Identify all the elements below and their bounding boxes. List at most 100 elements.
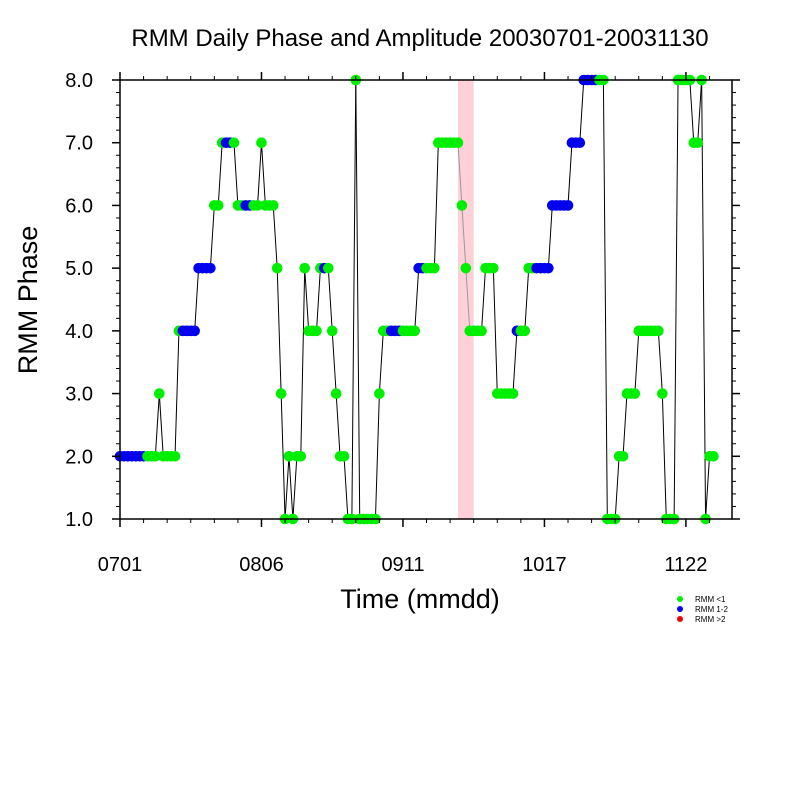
series-line-segment [300,268,306,457]
series-line-segment [634,330,640,394]
series-line-segment [327,268,333,331]
y-tick-label: 7.0 [65,133,93,155]
series-line-segment [374,393,380,520]
data-point [326,325,338,337]
series-line-segment [292,456,298,520]
series-points-layer [114,74,719,525]
series-line-segment [622,393,628,457]
x-tick-label: 0911 [381,554,424,576]
series-line-segment [209,205,215,269]
data-point [653,325,664,337]
legend-label-gt2: RMM >2 [695,615,726,624]
data-point [275,388,287,399]
series-line-segment [154,393,160,457]
data-point [456,200,468,211]
series-line-segment [512,330,518,394]
x-tick-label: 1122 [664,554,707,576]
data-point [460,262,472,274]
data-point [169,450,181,462]
series-line-segment [661,393,667,520]
data-point [205,262,216,274]
data-point [283,450,295,462]
y-axis-label: RMM Phase [13,226,43,375]
data-point [476,325,487,337]
data-point [150,450,161,462]
series-line-segment [335,393,341,457]
legend-marker-1to2 [677,606,683,612]
data-point [429,262,440,274]
series-line-segment [461,205,467,269]
series-line-segment [280,393,286,520]
series-line-segment [602,79,608,520]
y-tick-label: 2.0 [65,446,93,468]
series-line-segment [343,456,349,520]
data-point [562,200,574,211]
data-point [374,388,385,399]
series-line-segment [579,79,585,143]
data-point [154,388,165,399]
data-point [322,262,334,274]
series-line-segment [433,142,439,269]
legend-marker-lt1 [677,596,683,602]
series-line-segment [351,79,357,520]
chart-title: RMM Daily Phase and Amplitude 20030701-2… [131,25,708,52]
y-tick-label: 5.0 [65,258,93,280]
x-axis-label: Time (mmdd) [340,584,500,614]
series-line-segment [233,142,239,206]
series-line-segment [492,268,498,394]
data-point [311,325,322,337]
series-line-segment [284,456,290,520]
data-point [488,262,499,274]
data-point [617,450,629,462]
x-tick-label: 1017 [522,554,567,576]
y-tick-label: 1.0 [65,509,93,531]
data-point [189,325,200,337]
series-line-segment [158,393,164,457]
series-line-segment [272,205,278,269]
data-point [519,325,531,337]
axis-ticks: 0701 0806 0911 1017 1122 1.0 2.0 3.0 4.0 5.0 6.0 7.… [65,70,740,576]
shaded-band [457,80,474,519]
series-line-segment [614,456,620,520]
y-tick-label: 4.0 [65,321,93,343]
data-point [692,137,704,149]
series-line-segment [260,142,266,206]
data-point [338,450,350,462]
data-point [629,388,641,399]
series-line-segment [174,330,180,457]
data-point [252,200,263,211]
series-line-segment [657,330,663,394]
series-line-segment [673,79,679,520]
y-tick-label: 3.0 [65,384,93,406]
data-point [267,200,279,211]
x-tick-label: 0806 [239,554,284,576]
series-line-segment [288,456,294,520]
series-line-segment [316,268,321,331]
data-point [228,137,240,149]
shaded-band-layer [457,80,474,519]
series-line-segment [524,268,530,331]
series-line-segment [276,268,282,394]
data-point [507,388,519,399]
series-line-segment [547,205,553,269]
data-point [543,262,554,274]
series-line-segment [481,268,486,331]
data-point [271,262,283,274]
legend-label-1to2: RMM 1-2 [695,605,728,614]
data-point [212,200,224,211]
data-point [299,262,311,274]
data-point [295,450,307,462]
series-line-segment [378,330,384,394]
data-point [452,137,464,149]
series-line-segment [304,268,310,331]
x-tick-label: 0701 [98,554,143,576]
series-line-segment [705,456,710,520]
data-point [574,137,586,149]
data-point [409,325,421,337]
series-line-segment [414,268,420,331]
series-line-segment [697,79,703,143]
series-line-segment [457,142,463,206]
series-line-segment [257,142,262,206]
